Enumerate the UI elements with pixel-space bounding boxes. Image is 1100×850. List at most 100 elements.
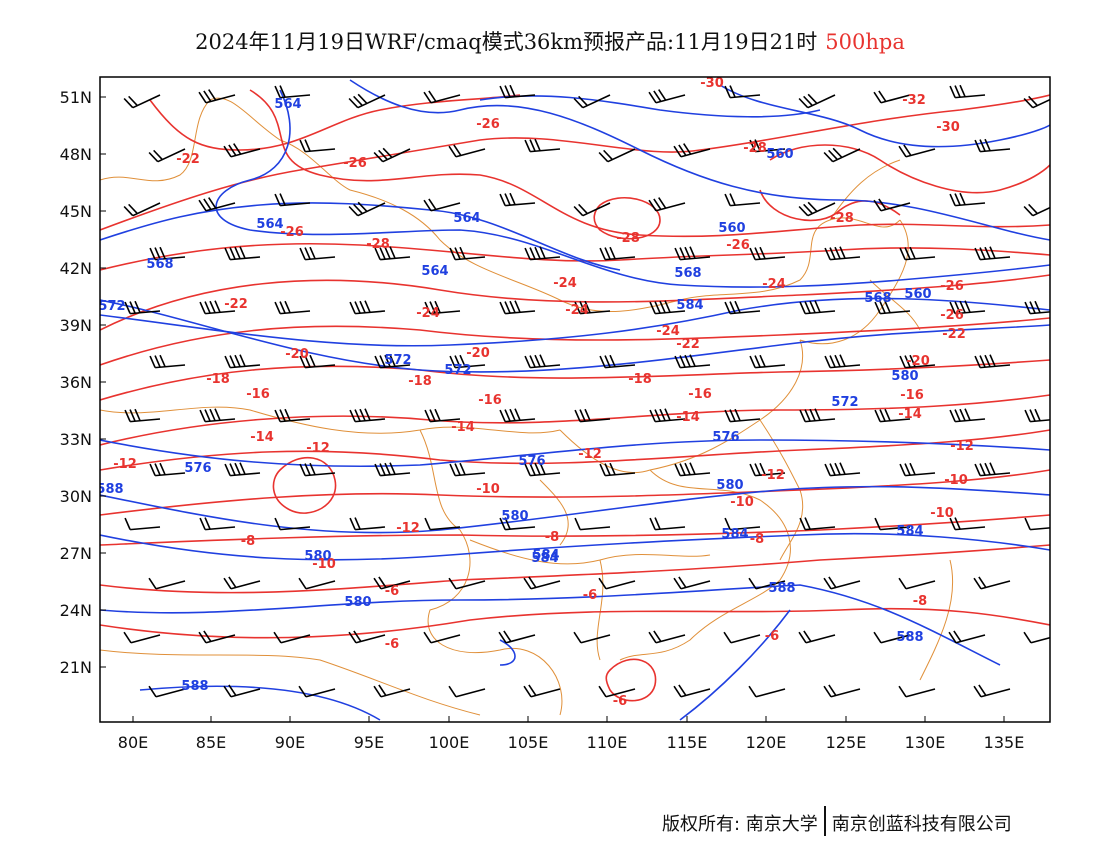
wind-barb [649,517,686,531]
height-label: 568 [146,257,173,272]
lat-tick-label: 45N [60,202,92,221]
wind-barb [798,630,836,644]
height-label: 572 [98,299,125,314]
temperature-label: -10 [476,482,500,497]
lat-tick-label: 36N [60,373,92,392]
temperature-label: -28 [743,141,767,156]
temperature-isotherm [100,544,1050,594]
temperature-label: -6 [765,629,779,644]
lat-tick-label: 33N [60,430,92,449]
wind-barb [123,94,161,109]
height-label: 564 [421,264,448,279]
temperature-label: -12 [950,439,974,454]
temperature-isotherm [593,197,661,240]
lon-tick-label: 125E [826,733,867,752]
height-label: 584 [896,524,923,539]
temperature-label: -32 [902,93,926,108]
plot-frame [99,76,1051,723]
wind-barb [949,84,986,99]
temperature-isotherm [100,317,1050,366]
wind-barb [799,517,836,531]
latitude-axis: 51N 48N 45N 42N 39N 36N 33N 30N 27N 24N 21N [60,88,106,677]
height-label: 588 [768,581,795,596]
wind-barb [649,408,686,423]
wind-barb [674,462,711,477]
temperature-label: -26 [476,117,500,132]
height-label: 580 [304,549,331,564]
wind-barb [299,462,336,477]
height-isoline [349,79,1050,241]
company-text: 南京创蓝科技有限公司 [831,814,1012,835]
wind-barb [198,197,236,212]
wind-barb [724,517,761,531]
temperature-label: -18 [628,372,652,387]
temperature-isotherm [100,394,1050,446]
wind-barb [899,354,936,369]
height-label: 572 [444,363,471,378]
temperature-label: -16 [246,387,270,402]
boundary-line [100,406,561,434]
wind-barb [798,201,836,217]
height-isoline [100,299,1050,373]
height-label: 576 [518,454,545,469]
lon-tick-label: 90E [275,733,305,752]
temperature-label: -22 [176,152,200,167]
wind-barb [873,90,911,104]
wind-barb [499,517,536,531]
wind-barb [824,462,861,477]
footer: 版权所有: 南京大学 南京创蓝科技有限公司 [662,806,1012,840]
wind-barb [874,517,911,531]
wind-barb [724,85,761,99]
boundary-line [919,559,954,681]
wind-barb [949,408,986,423]
wind-barb [949,517,986,531]
wind-barb [974,354,1011,369]
wind-barb [873,631,911,644]
wind-barb [1024,300,1050,315]
wind-barb [823,147,861,163]
temperature-label: -28 [616,231,640,246]
temperature-label: -6 [583,588,597,603]
wind-barb [424,300,461,315]
wind-barb [348,201,386,217]
wind-barb [749,462,786,477]
wind-barb [974,246,1011,261]
wind-barb [223,684,261,698]
wind-barb [523,684,561,698]
wind-barb [449,246,486,261]
wind-barb [649,300,686,315]
temperature-label: -8 [241,534,255,549]
boundary-line [829,159,901,221]
height-isoline [100,584,1001,666]
height-label: 588 [96,482,123,497]
wind-barb [799,300,836,315]
boundary-line [869,279,921,331]
temperature-label: -22 [676,337,700,352]
height-label: 560 [766,147,793,162]
wind-barb [948,630,986,644]
temperature-label: -14 [451,420,475,435]
wind-barb [798,93,836,109]
height-isoline [100,297,1050,347]
wind-barb [599,462,636,477]
wind-barb [148,577,186,590]
wind-barb [823,576,861,590]
temperature-label: -26 [726,238,750,253]
wind-barb [448,577,486,590]
wind-barb [298,685,336,698]
map-title: 2024年11月19日WRF/cmaq模式36km预报产品:11月19日21时 5… [0,26,1100,56]
height-label: 588 [896,630,923,645]
wind-barb [598,685,636,698]
temperature-isotherm [100,242,1050,271]
wind-barb [223,143,261,158]
wind-barb [424,408,461,423]
wind-barb [899,462,936,477]
height-label: 564 [256,217,283,232]
wind-barb [823,684,861,698]
temperature-label: -18 [206,372,230,387]
temperature-isotherm [100,469,1050,516]
wind-barb [274,193,311,207]
temperature-label: -12 [396,521,420,536]
boundary-line [619,469,791,661]
lat-tick-label: 48N [60,145,92,164]
